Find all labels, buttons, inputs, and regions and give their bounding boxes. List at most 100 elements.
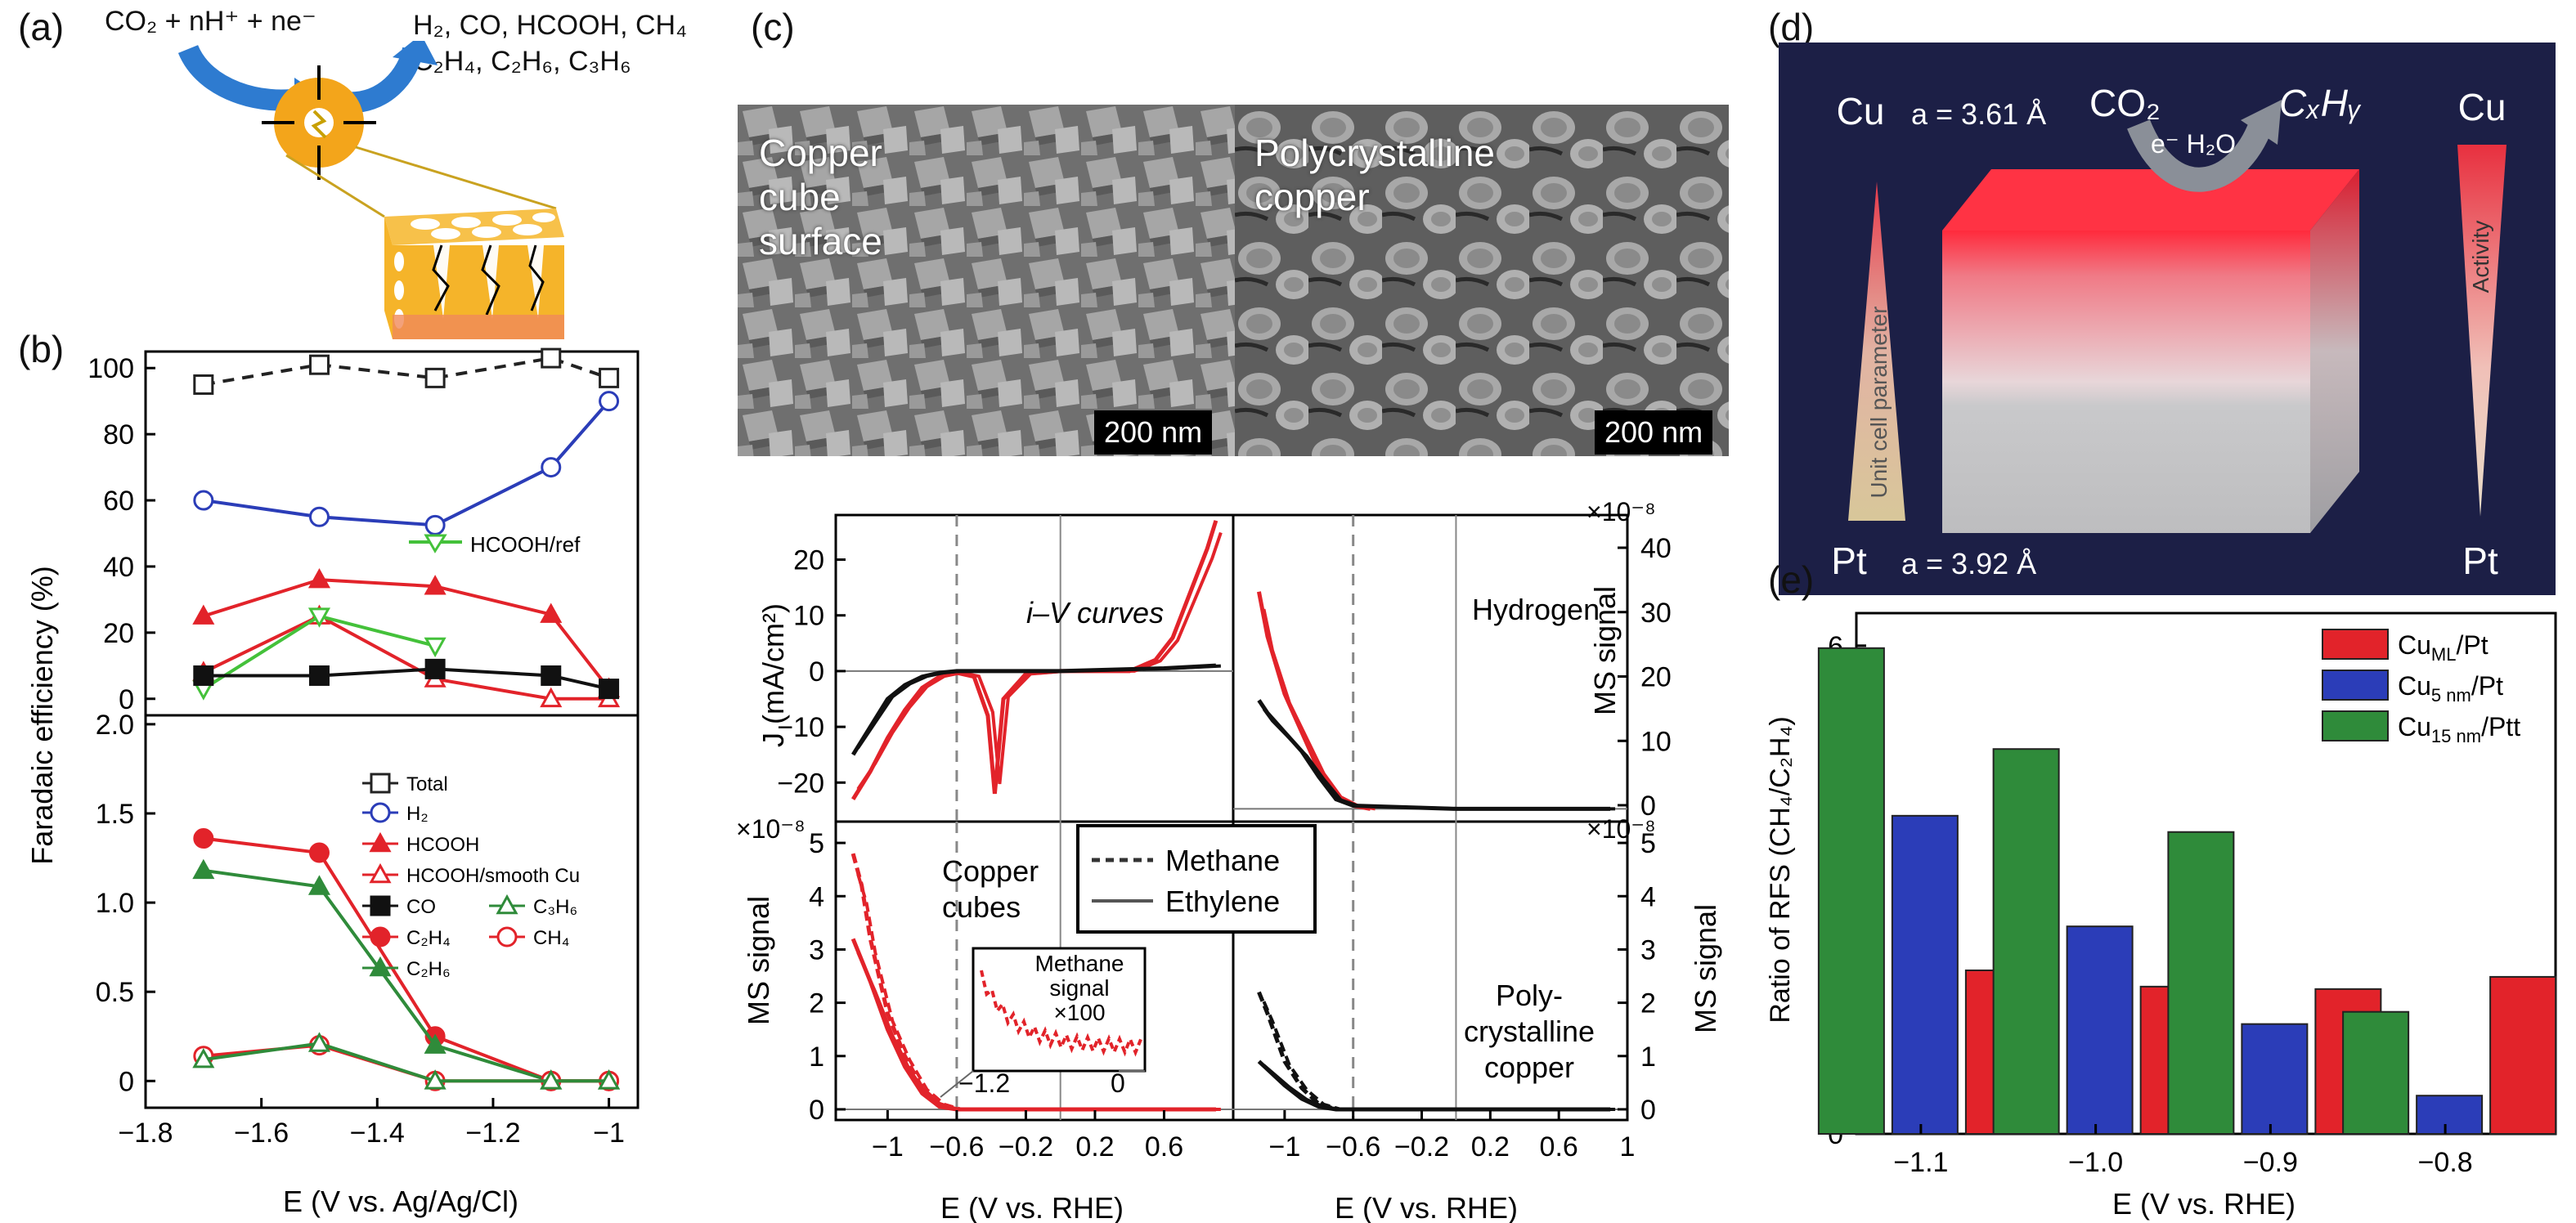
data-point: [540, 1069, 563, 1090]
bar-Cu15 nm/Ptt: [1817, 647, 1885, 1135]
data-point: [192, 604, 215, 625]
legend-hcooh-ref-marker: [424, 534, 447, 553]
bar-Cu5 nm/Pt: [2241, 1023, 2309, 1135]
panel-c-ylabel-ms-right: MS signal: [1689, 904, 1722, 1033]
panel-c-right-ytick-label: 10: [1640, 726, 1672, 757]
panel-c-ytick-label: 2: [809, 988, 824, 1019]
box-front-face: [1942, 231, 2310, 533]
electron-water-label: e⁻ H₂O: [2151, 129, 2236, 159]
bar-Cu15 nm/Ptt: [1992, 748, 2060, 1135]
sem-left-caption: Copper cube surface: [759, 132, 882, 262]
panel-c-right-ytick-label: 20: [1640, 662, 1672, 693]
legend-entry: C₂H₄: [406, 927, 451, 949]
scalebar-right: 200 nm: [1595, 410, 1713, 455]
text-line: ×100: [1053, 1000, 1105, 1025]
panel-b-ytick-label: 1.0: [96, 888, 134, 919]
panel-b-xtick-label: −1: [593, 1118, 625, 1149]
legend-marker: [369, 956, 392, 977]
legend-tail: /Pt: [2456, 630, 2488, 660]
panel-e-ylabel: Ratio of RFS (CH₄/C₂H₄): [1765, 716, 1796, 1023]
text-line: Methane: [1035, 951, 1124, 976]
panel-c-xtick-label: −1: [1268, 1131, 1300, 1163]
sem-polycrystalline-image: Polycrystalline copper 200 nm: [1235, 105, 1729, 456]
legend-marker: [369, 862, 392, 884]
data-point: [307, 875, 331, 895]
panel-c-ytick-label: 1: [1640, 1042, 1656, 1073]
iv-curves-label: i–V curves: [1026, 596, 1164, 629]
hydrogen-label: Hydrogen: [1472, 593, 1600, 626]
legend-methane: Methane: [1165, 844, 1280, 877]
panel-e-xtick-label: −1.0: [2068, 1147, 2123, 1178]
text-line: crystalline: [1464, 1015, 1595, 1048]
panel-e-xtick-label: −1.1: [1893, 1147, 1948, 1178]
data-point: [307, 607, 331, 628]
inset-tick-left: −1.2: [958, 1068, 1010, 1098]
box-top-face: [1942, 169, 2359, 231]
reaction-arrow: [2127, 119, 2273, 192]
data-point: [424, 1069, 447, 1090]
panel-b-xtick-label: −1.2: [465, 1118, 520, 1149]
polycrystalline-copper-label: Poly-crystalline copper: [1464, 979, 1595, 1084]
panel-c-xtick-label: 0.2: [1471, 1131, 1510, 1163]
panel-c-xlabel-right: E (V vs. RHE): [1335, 1191, 1518, 1223]
legend-entry: Cu5 nm/Pt: [2398, 671, 2503, 706]
panel-b-xtick-label: −1.4: [350, 1118, 405, 1149]
panel-c-xtick-label: −0.6: [1326, 1131, 1380, 1163]
text-line: Copper: [942, 854, 1039, 888]
sem-copper-cube-image: Copper cube surface 200 nm: [738, 105, 1235, 456]
pt-left-label: Pt: [1831, 540, 1867, 582]
data-point: [193, 828, 214, 849]
methane-inset-label: Methane signal ×100: [1035, 951, 1124, 1025]
data-point: [598, 1069, 621, 1090]
panel-c-ytick-label: 4: [1640, 881, 1656, 912]
legend-marker: [370, 895, 391, 916]
panel-c-right-ytick-label: 0: [1640, 791, 1656, 822]
panel-c-ytick-label: 5: [809, 828, 824, 859]
unit-cell-wedge: [1848, 181, 1905, 521]
bar-Cu5 nm/Pt: [1891, 814, 1959, 1135]
panel-e-chart: Ratio of RFS (CH₄/C₂H₄) E (V vs. RHE) 01…: [1765, 612, 2557, 1221]
bar-CuML/Pt: [2489, 975, 2557, 1135]
data-point: [541, 665, 562, 686]
legend-entry: CuML/Pt: [2398, 630, 2488, 665]
panel-c-ytick-label: 1: [809, 1042, 824, 1073]
panel-c-xtick-label: −0.6: [929, 1131, 984, 1163]
series-line-Ethylene-return: [1263, 1064, 1616, 1111]
legend-entry: C₂H₆: [406, 958, 451, 980]
text-line: Poly-: [1496, 979, 1563, 1012]
data-point: [599, 367, 620, 388]
panel-b-ytick-label: 20: [103, 618, 134, 649]
data-point: [541, 347, 562, 369]
panel-c-ytick-label: −10: [777, 712, 824, 743]
reaction-left-text: CO₂ + nH⁺ + ne⁻: [105, 6, 316, 37]
inset-tick-right: 0: [1111, 1068, 1125, 1098]
legend-main: Cu: [2398, 712, 2431, 741]
data-point: [308, 842, 330, 863]
panel-c-label: (c): [751, 6, 795, 48]
panel-b-ytick-label: 1.5: [96, 799, 134, 830]
legend-swatch: [2322, 629, 2389, 660]
legend-main: Cu: [2398, 671, 2431, 701]
panel-e-xlabel: E (V vs. RHE): [2112, 1187, 2296, 1221]
panel-c-ylabel-ms-top: MS signal: [1588, 586, 1622, 715]
exp-label-left: ×10⁻⁸: [736, 814, 806, 844]
inset-connector-left: [940, 1070, 974, 1098]
panel-c-ytick-label: 2: [1640, 988, 1656, 1019]
data-point: [424, 637, 447, 658]
data-point: [599, 391, 620, 412]
reaction-arrow-head: [2241, 100, 2282, 145]
panel-e-label: (e): [1768, 558, 1815, 601]
panel-e-xtick-label: −0.9: [2243, 1147, 2298, 1178]
legend-entry: H₂: [406, 803, 429, 825]
box-side-face: [2310, 169, 2359, 533]
bar-Cu5 nm/Pt: [2416, 1095, 2484, 1136]
data-point: [193, 374, 214, 395]
lattice-bottom-label: a = 3.92 Å: [1901, 547, 2036, 580]
panel-c-ytick-label: 20: [793, 545, 824, 576]
legend-marker: [370, 802, 391, 823]
legend-sub: 5 nm: [2431, 685, 2471, 706]
legend-ethylene: Ethylene: [1165, 885, 1280, 918]
data-point: [424, 658, 446, 679]
data-point: [424, 1033, 447, 1054]
